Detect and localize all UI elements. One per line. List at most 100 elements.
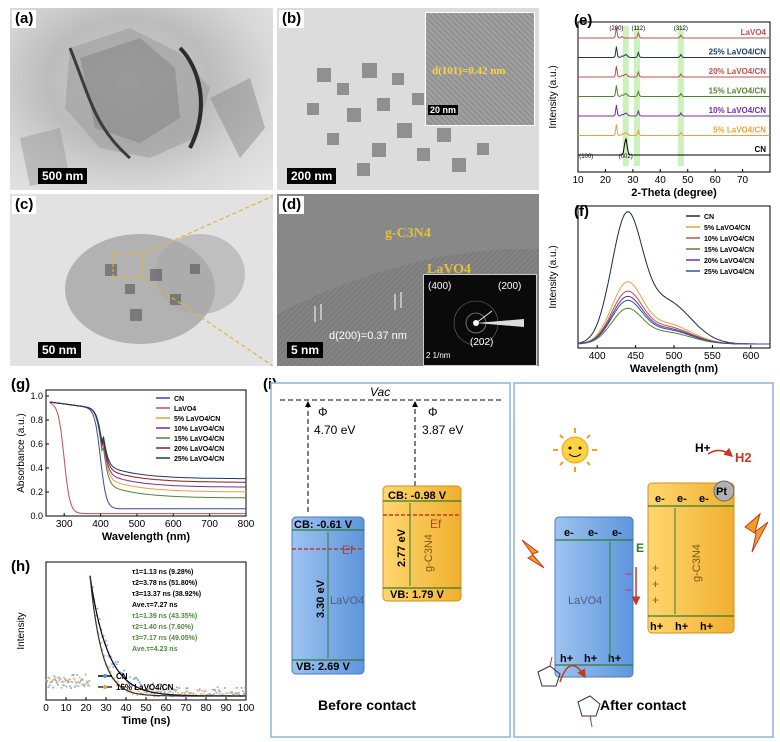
- scale-bar-c: 50 nm: [38, 342, 81, 358]
- trpl-scatter-point: [161, 685, 164, 688]
- x-tick-label: 600: [742, 351, 759, 362]
- panel-label-b: (b): [279, 10, 305, 28]
- trpl-scatter-point: [226, 692, 229, 695]
- x-axis-label: Wavelength (nm): [102, 531, 191, 543]
- trpl-scatter-point: [46, 680, 49, 683]
- panel-label-a: (a): [12, 10, 37, 28]
- trpl-scatter-point: [219, 690, 221, 693]
- trpl-scatter-point: [100, 641, 103, 644]
- x-tick-label: 20: [600, 175, 612, 186]
- trpl-scatter-point: [78, 676, 81, 679]
- trpl-scatter-point: [125, 683, 128, 686]
- trpl-chart: 0 10 20 30 40 50 60 70 80 90 100 Time (ns) Intensity…: [16, 561, 255, 727]
- trpl-scatter-point: [149, 692, 152, 695]
- saed-200: (200): [498, 281, 522, 292]
- pt-particle: [713, 480, 735, 502]
- fit-15-text: Ave.τ=4.23 ns: [132, 646, 178, 653]
- trpl-scatter-point: [81, 683, 83, 686]
- tem-composite-c: [65, 195, 273, 366]
- xrd-series-line: [578, 124, 770, 137]
- pl-chart: 400 450 500 550 600 Wavelength (nm) Intensity …: [548, 205, 771, 375]
- trpl-scatter-point: [59, 677, 62, 680]
- tem-image-a: [10, 8, 273, 190]
- trpl-scatter-point: [202, 693, 205, 696]
- xrd-series-line: [578, 104, 770, 117]
- trpl-scatter-point: [124, 685, 127, 688]
- x-tick-label: 80: [200, 703, 212, 714]
- trpl-scatter-point: [203, 690, 206, 693]
- lavo-vb-before: VB: 2.69 V: [296, 661, 350, 673]
- saed-scale: 2 1/nm: [426, 351, 451, 360]
- trpl-scatter-point: [151, 689, 154, 692]
- trpl-scatter-point: [88, 679, 91, 682]
- gcn-ef-before: Ef: [430, 517, 442, 531]
- trpl-scatter-point: [69, 685, 71, 688]
- x-axis-label: Time (ns): [122, 715, 171, 727]
- trpl-scatter-point: [72, 673, 75, 676]
- trpl-scatter-point: [45, 679, 47, 682]
- tem-interface-d: [277, 194, 539, 322]
- saed-400: (400): [428, 281, 452, 292]
- y-tick-label: 0.2: [30, 487, 43, 497]
- y-tick-label: 0.0: [30, 511, 43, 521]
- x-tick-label: 20: [80, 703, 92, 714]
- xrd-series-label: 15% LaVO4/CN: [709, 87, 767, 96]
- trpl-legend-label: CN: [116, 672, 128, 681]
- trpl-scatter-point: [96, 607, 99, 610]
- trpl-scatter-point: [127, 688, 130, 691]
- trpl-scatter-point: [160, 688, 163, 691]
- trpl-scatter-point: [113, 677, 116, 680]
- hrtem-inset-b: d(101)=0.42 nm 20 nm: [425, 12, 535, 126]
- uvvis-series-line: [49, 402, 246, 515]
- x-tick-label: 10: [60, 703, 72, 714]
- gcn-band-after: [647, 482, 735, 634]
- x-tick-label: 50: [682, 175, 694, 186]
- trpl-scatter-point: [204, 689, 207, 692]
- furfural-molecule-icon: [537, 656, 601, 728]
- phi-lavo: Φ: [318, 405, 328, 419]
- x-tick-label: 800: [238, 519, 255, 530]
- charge-plus-3: +: [652, 593, 659, 607]
- pl-legend-label: 25% LaVO4/CN: [704, 269, 754, 276]
- trpl-scatter-point: [112, 666, 115, 669]
- trpl-scatter-point: [84, 683, 87, 686]
- x-tick-label: 90: [220, 703, 232, 714]
- trpl-scatter-point: [65, 679, 68, 682]
- uvvis-legend-label: 20% LaVO4/CN: [174, 446, 224, 453]
- trpl-scatter-point: [141, 685, 143, 688]
- xrd-series-line: [578, 26, 770, 39]
- trpl-scatter-point: [138, 681, 141, 684]
- uvvis-legend-label: CN: [174, 396, 184, 403]
- x-tick-label: 600: [165, 519, 182, 530]
- peak-label: (112): [632, 26, 646, 32]
- trpl-scatter-point: [69, 678, 71, 681]
- x-axis-label: 2-Theta (degree): [631, 187, 717, 199]
- trpl-scatter-point: [178, 686, 181, 689]
- phi-gcn-value: 3.87 eV: [422, 423, 463, 437]
- trpl-scatter-point: [155, 688, 158, 691]
- trpl-scatter-point: [229, 691, 232, 694]
- x-tick-label: 30: [100, 703, 112, 714]
- trpl-scatter-point: [244, 691, 247, 694]
- trpl-scatter-point: [117, 660, 119, 663]
- trpl-scatter-point: [65, 685, 68, 688]
- trpl-scatter-point: [83, 685, 86, 688]
- highlight-band: [622, 26, 629, 166]
- peak-label: (312): [674, 26, 688, 32]
- trpl-scatter-point: [186, 690, 189, 693]
- trpl-scatter-point: [57, 683, 59, 686]
- y-tick-label: 0.8: [30, 415, 43, 425]
- trpl-scatter-point: [238, 693, 241, 696]
- x-tick-label: 300: [56, 519, 73, 530]
- trpl-scatter-point: [240, 686, 243, 689]
- trpl-scatter-point: [60, 686, 63, 689]
- trpl-scatter-point: [115, 663, 118, 666]
- y-tick-label: 0.6: [30, 439, 43, 449]
- saed-202: (202): [470, 337, 494, 348]
- gcn-vb-before: VB: 1.79 V: [390, 589, 444, 601]
- trpl-scatter-point: [181, 691, 184, 694]
- trpl-scatter-point: [54, 677, 57, 680]
- h-2: h+: [584, 653, 597, 665]
- trpl-scatter-point: [121, 682, 124, 685]
- trpl-scatter-point: [198, 689, 201, 692]
